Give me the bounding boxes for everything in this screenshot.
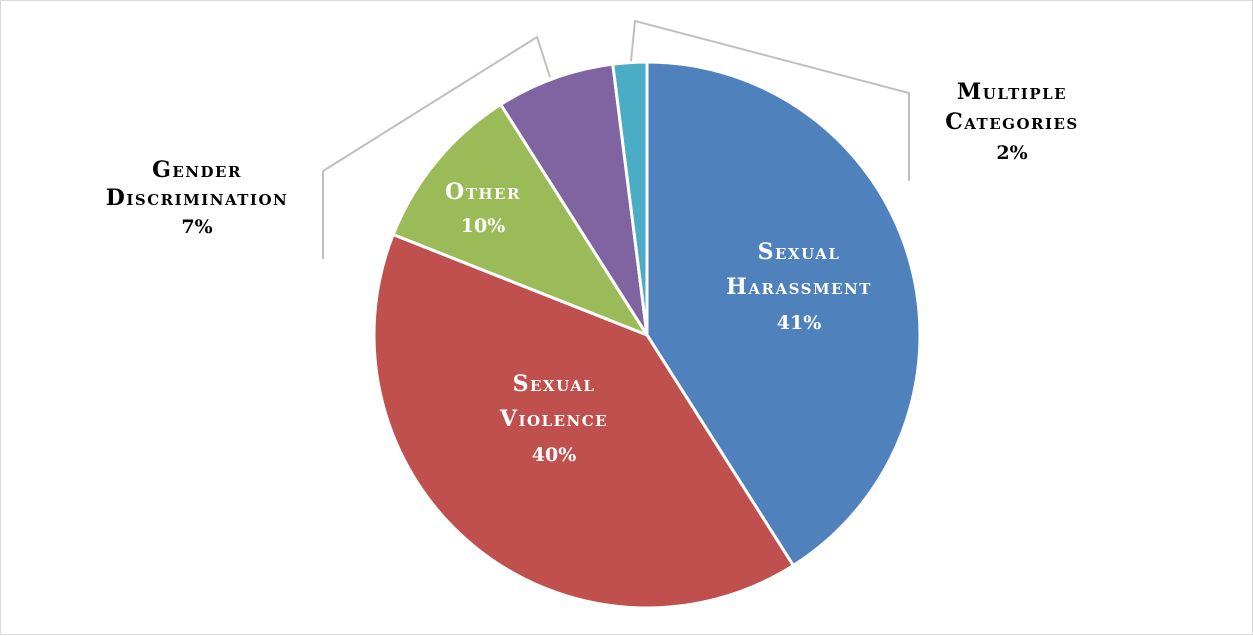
slice-label-sexual-harassment: Sexual Harassment 41% <box>726 239 872 334</box>
slice-label-line-sexual-violence-2: Violence <box>499 406 608 432</box>
slice-label-line-multiple-categories-2: Categories <box>945 109 1079 135</box>
slice-label-line-sexual-violence-1: Sexual <box>513 371 596 397</box>
leader-line-gender-discrimination <box>322 35 551 259</box>
pie-slice-multiple-categories <box>611 60 649 336</box>
pie-slice-other <box>391 102 651 339</box>
slice-percent-multiple-categories: 2% <box>996 142 1027 164</box>
slice-label-sexual-violence: Sexual Violence 40% <box>499 371 608 466</box>
slice-label-other: Other 10% <box>445 179 521 237</box>
pie-slice-gender-discrimination <box>498 62 649 336</box>
pie-slice-sexual-violence <box>372 232 796 610</box>
slice-label-line-gender-discrimination-2: Discrimination <box>106 185 288 211</box>
slice-percent-sexual-harassment: 41% <box>777 312 822 334</box>
slice-label-line-sexual-harassment-1: Sexual <box>758 239 841 265</box>
slice-label-multiple-categories: Multiple Categories 2% <box>945 79 1079 164</box>
slice-percent-other: 10% <box>461 215 506 237</box>
slice-label-line-sexual-harassment-2: Harassment <box>726 274 872 300</box>
leader-line-multiple-categories <box>630 19 910 181</box>
slice-label-line-gender-discrimination-1: Gender <box>152 157 242 183</box>
pie-slice-sexual-harassment <box>645 60 922 568</box>
slice-percent-gender-discrimination: 7% <box>181 216 212 238</box>
slice-label-line-other-1: Other <box>445 179 521 205</box>
slice-label-line-multiple-categories-1: Multiple <box>957 79 1067 105</box>
slice-percent-sexual-violence: 40% <box>532 444 577 466</box>
